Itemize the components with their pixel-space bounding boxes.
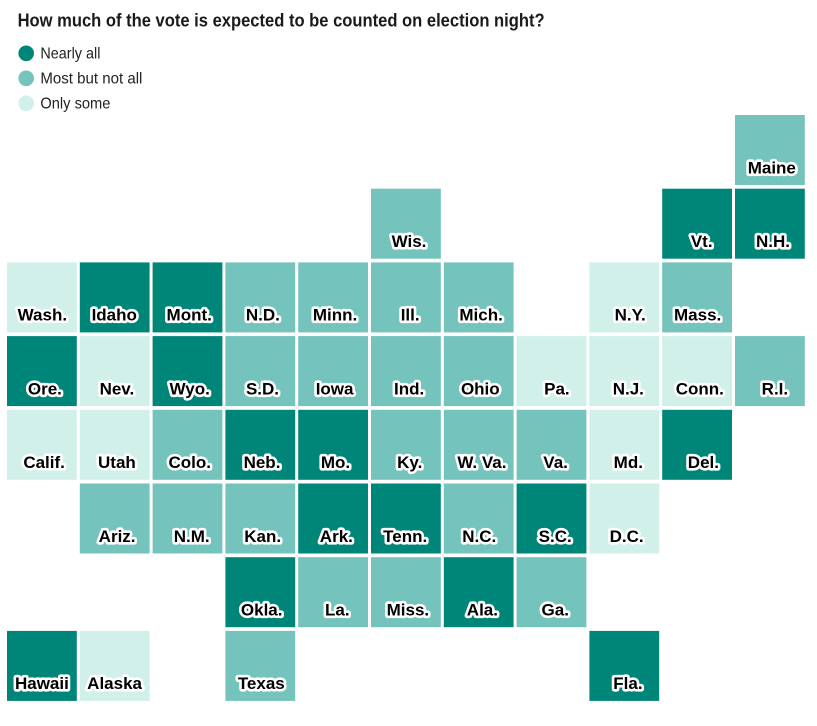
svg-text:N.H.: N.H. [756, 232, 790, 251]
svg-text:Kan.: Kan. [244, 527, 281, 546]
svg-text:Ala.: Ala. [467, 601, 498, 620]
svg-text:Neb.: Neb. [244, 453, 281, 472]
svg-text:Calif.: Calif. [23, 453, 65, 472]
svg-text:Minn.: Minn. [313, 306, 357, 325]
svg-text:Nearly all: Nearly all [40, 46, 100, 63]
svg-text:Mo.: Mo. [321, 453, 350, 472]
svg-text:How much of the vote is expect: How much of the vote is expected to be c… [18, 9, 545, 30]
svg-text:Okla.: Okla. [241, 601, 283, 620]
svg-text:Nev.: Nev. [100, 379, 135, 398]
svg-text:Conn.: Conn. [676, 379, 724, 398]
svg-text:S.D.: S.D. [246, 379, 279, 398]
svg-text:Del.: Del. [688, 453, 719, 472]
svg-text:Idaho: Idaho [92, 306, 137, 325]
svg-text:W. Va.: W. Va. [457, 453, 506, 472]
svg-text:Colo.: Colo. [168, 453, 211, 472]
svg-text:Only some: Only some [40, 96, 110, 113]
svg-text:N.M.: N.M. [174, 527, 210, 546]
svg-text:Md.: Md. [614, 453, 643, 472]
svg-text:Ariz.: Ariz. [99, 527, 136, 546]
svg-text:Maine: Maine [748, 158, 796, 177]
svg-text:Mont.: Mont. [167, 306, 212, 325]
svg-text:Tenn.: Tenn. [383, 527, 427, 546]
svg-text:Pa.: Pa. [544, 379, 570, 398]
svg-text:D.C.: D.C. [610, 527, 644, 546]
svg-text:N.C.: N.C. [462, 527, 496, 546]
svg-text:Fla.: Fla. [613, 674, 642, 693]
svg-text:Miss.: Miss. [387, 601, 430, 620]
svg-text:Ky.: Ky. [397, 453, 422, 472]
svg-text:N.Y.: N.Y. [615, 306, 646, 325]
svg-text:R.I.: R.I. [762, 379, 788, 398]
svg-text:N.D.: N.D. [246, 306, 280, 325]
svg-text:S.C.: S.C. [539, 527, 572, 546]
svg-text:Ga.: Ga. [542, 601, 569, 620]
svg-text:Ore.: Ore. [28, 379, 62, 398]
svg-text:Vt.: Vt. [691, 232, 713, 251]
svg-text:Ark.: Ark. [320, 527, 353, 546]
svg-text:Texas: Texas [238, 674, 285, 693]
svg-text:N.J.: N.J. [613, 379, 644, 398]
svg-text:Wis.: Wis. [392, 232, 427, 251]
svg-text:Utah: Utah [98, 453, 136, 472]
svg-text:Iowa: Iowa [316, 379, 354, 398]
svg-text:Ohio: Ohio [461, 379, 500, 398]
svg-text:Alaska: Alaska [87, 674, 142, 693]
svg-text:Hawaii: Hawaii [15, 674, 69, 693]
svg-text:La.: La. [325, 601, 350, 620]
svg-text:Wyo.: Wyo. [170, 379, 210, 398]
svg-text:Ind.: Ind. [394, 379, 424, 398]
svg-text:Mich.: Mich. [459, 306, 502, 325]
svg-text:Mass.: Mass. [674, 306, 721, 325]
svg-text:Ill.: Ill. [401, 306, 420, 325]
svg-text:Most but not all: Most but not all [40, 71, 142, 88]
svg-text:Wash.: Wash. [18, 306, 67, 325]
svg-text:Va.: Va. [543, 453, 568, 472]
